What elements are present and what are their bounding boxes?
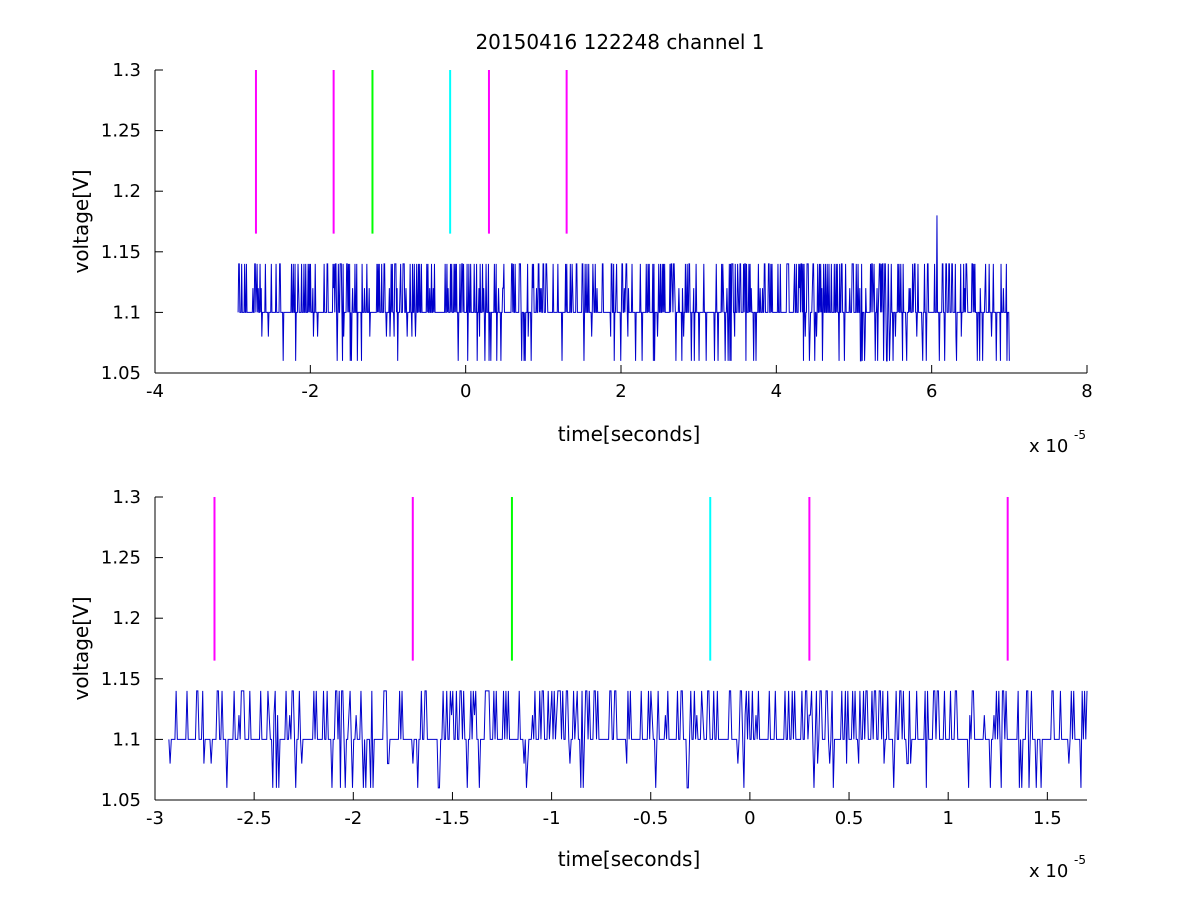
x-tick-label: 2: [615, 381, 626, 402]
x-tick-label: 0.5: [835, 808, 864, 829]
x-tick-label: -1: [543, 808, 561, 829]
y-tick-label: 1.3: [112, 487, 141, 508]
y-tick-label: 1.15: [101, 242, 141, 263]
y-axis-label: voltage[V]: [69, 169, 93, 273]
x-tick-label: 4: [771, 381, 782, 402]
y-tick-label: 1.1: [112, 302, 141, 323]
x-exponent-value: -5: [1074, 428, 1086, 442]
axes-bottom: -3 -2.5 -2 -1.5 -1 -0.5 0 0.5 1 1.5 1.05 1.1 1.15 1.2…: [69, 487, 1088, 882]
x-axis-label: time[seconds]: [558, 847, 701, 871]
y-tick-label: 1.25: [101, 548, 141, 569]
x-tick-label: -0.5: [633, 808, 668, 829]
signal-trace: [168, 690, 1088, 789]
signal-trace: [237, 215, 1010, 362]
y-axis-label: voltage[V]: [69, 596, 93, 700]
x-tick-label: -1.5: [435, 808, 470, 829]
x-tick-label: 1: [942, 808, 953, 829]
axes-top: -4 -2 0 2 4 6 8 1.05 1.1 1.15 1.2 1.25 1.3 time[secon…: [69, 60, 1093, 457]
x-exponent-label: x 10: [1029, 861, 1068, 882]
x-tick-label: -2: [344, 808, 362, 829]
x-tick-label: 8: [1081, 381, 1092, 402]
y-tick-label: 1.15: [101, 669, 141, 690]
y-tick-label: 1.3: [112, 60, 141, 81]
x-tick-label: 0: [460, 381, 471, 402]
y-tick-label: 1.05: [101, 790, 141, 811]
x-exponent-value: -5: [1074, 853, 1086, 867]
y-tick-label: 1.1: [112, 729, 141, 750]
x-tick-label: -3: [146, 808, 164, 829]
y-tick-label: 1.05: [101, 363, 141, 384]
x-tick-label: 0: [744, 808, 755, 829]
x-tick-label: -4: [146, 381, 164, 402]
y-tick-label: 1.2: [112, 608, 141, 629]
x-tick-label: -2: [301, 381, 319, 402]
x-axis-label: time[seconds]: [558, 422, 701, 446]
y-tick-label: 1.25: [101, 121, 141, 142]
x-tick-label: -2.5: [237, 808, 272, 829]
chart-title: 20150416 122248 channel 1: [475, 30, 764, 54]
x-tick-label: 1.5: [1033, 808, 1062, 829]
y-tick-label: 1.2: [112, 181, 141, 202]
x-tick-label: 6: [926, 381, 937, 402]
x-exponent-label: x 10: [1029, 436, 1068, 457]
